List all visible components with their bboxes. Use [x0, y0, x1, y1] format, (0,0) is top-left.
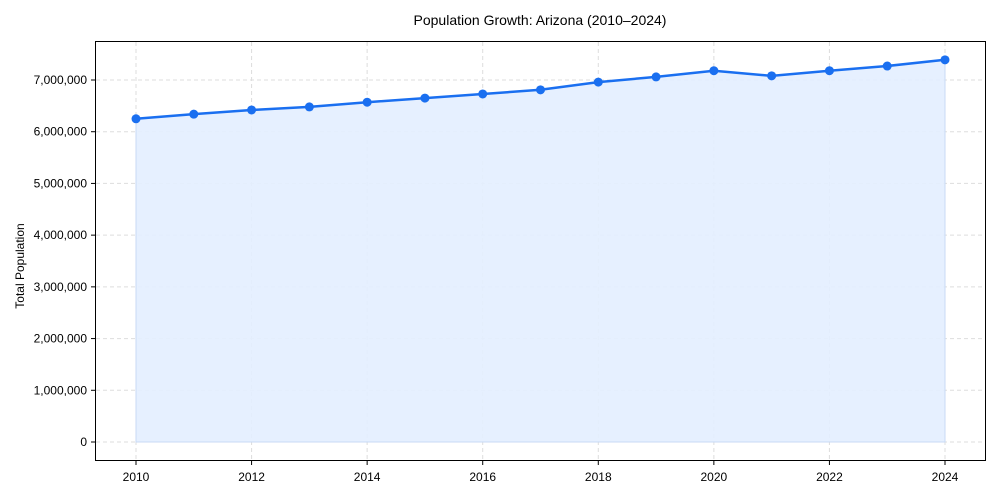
data-point: [824, 66, 834, 76]
data-point: [709, 66, 719, 76]
x-tick-label: 2016: [469, 470, 496, 484]
chart-title: Population Growth: Arizona (2010–2024): [413, 12, 667, 28]
x-tick-label: 2018: [585, 470, 612, 484]
data-point: [420, 93, 430, 103]
data-point: [131, 114, 141, 124]
x-tick-label: 2020: [701, 470, 728, 484]
x-tick-label: 2022: [816, 470, 843, 484]
y-tick-label: 3,000,000: [34, 280, 88, 294]
x-tick-label: 2012: [238, 470, 265, 484]
area-fill: [135, 59, 946, 443]
y-tick-label: 6,000,000: [34, 125, 88, 139]
y-tick-label: 1,000,000: [34, 383, 88, 397]
y-tick-label: 7,000,000: [34, 73, 88, 87]
y-tick-label: 2,000,000: [34, 332, 88, 346]
data-point: [247, 105, 257, 115]
x-tick-label: 2010: [123, 470, 150, 484]
data-point: [478, 89, 488, 99]
y-tick-label: 4,000,000: [34, 228, 88, 242]
plot-frame: [95, 41, 986, 461]
data-point: [536, 85, 545, 95]
data-markers: [131, 55, 950, 124]
data-point: [593, 77, 603, 87]
data-point: [304, 102, 314, 112]
x-axis-ticks: 2010 2012 2014 2016 2018 2020 2022 2024: [123, 461, 959, 484]
data-point: [882, 61, 892, 71]
x-tick-label: 2014: [354, 470, 381, 484]
x-tick-label: 2024: [932, 470, 959, 484]
data-point: [651, 72, 661, 82]
data-point: [940, 55, 950, 65]
y-tick-label: 0: [80, 435, 87, 449]
data-point: [189, 109, 199, 119]
y-axis-ticks: 0 1,000,000 2,000,000 3,000,000 4,000,000 5,0…: [34, 73, 95, 449]
data-point: [767, 71, 777, 81]
y-tick-label: 5,000,000: [34, 176, 88, 190]
data-point: [362, 97, 372, 107]
